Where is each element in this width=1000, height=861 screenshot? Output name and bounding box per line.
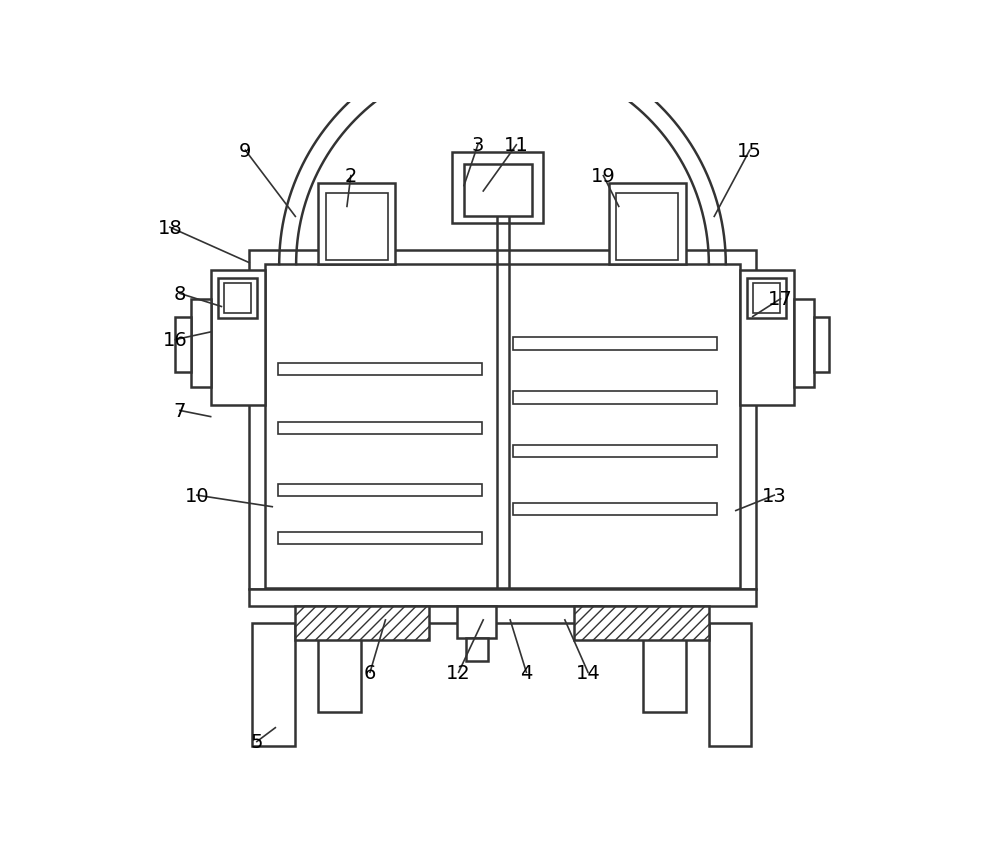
Bar xyxy=(512,338,717,350)
Bar xyxy=(512,504,717,516)
Bar xyxy=(512,446,717,458)
Bar xyxy=(405,606,601,623)
Bar xyxy=(318,184,395,265)
Bar xyxy=(814,317,829,373)
Bar xyxy=(265,265,740,588)
Bar xyxy=(794,300,814,388)
Text: 6: 6 xyxy=(364,663,376,682)
Bar xyxy=(218,279,257,319)
Bar xyxy=(709,623,751,746)
Text: 14: 14 xyxy=(576,663,600,682)
Bar xyxy=(224,284,251,313)
Text: 4: 4 xyxy=(520,663,533,682)
Text: 13: 13 xyxy=(762,486,787,505)
Text: 11: 11 xyxy=(504,136,529,155)
Bar xyxy=(464,164,532,217)
Bar xyxy=(574,606,709,641)
Bar xyxy=(278,363,482,375)
Text: 9: 9 xyxy=(239,141,251,160)
Text: 16: 16 xyxy=(163,331,188,350)
Bar xyxy=(466,639,488,662)
Bar xyxy=(609,184,686,265)
Bar xyxy=(295,606,429,641)
Bar xyxy=(278,423,482,435)
Bar xyxy=(318,623,361,712)
Text: 12: 12 xyxy=(446,663,471,682)
Text: 19: 19 xyxy=(591,167,616,186)
Bar xyxy=(278,484,482,496)
Bar xyxy=(191,300,211,388)
Bar xyxy=(616,194,678,261)
Bar xyxy=(249,590,756,606)
Text: 8: 8 xyxy=(174,285,186,304)
Bar xyxy=(278,532,482,545)
Text: 18: 18 xyxy=(157,219,182,238)
Bar xyxy=(512,392,717,404)
Text: 7: 7 xyxy=(174,401,186,420)
Text: 3: 3 xyxy=(472,136,484,155)
Bar xyxy=(252,623,295,746)
Bar xyxy=(175,317,191,373)
Text: 5: 5 xyxy=(251,732,263,751)
Bar xyxy=(249,251,756,590)
Text: 15: 15 xyxy=(737,141,762,160)
Bar xyxy=(211,271,265,406)
Bar xyxy=(740,271,794,406)
Bar xyxy=(753,284,780,313)
Bar xyxy=(457,606,496,639)
Text: 10: 10 xyxy=(184,486,209,505)
Text: 2: 2 xyxy=(345,167,357,186)
Text: 17: 17 xyxy=(768,290,793,309)
Bar xyxy=(747,279,786,319)
Bar xyxy=(643,623,686,712)
Bar xyxy=(326,194,388,261)
Bar xyxy=(452,153,543,224)
